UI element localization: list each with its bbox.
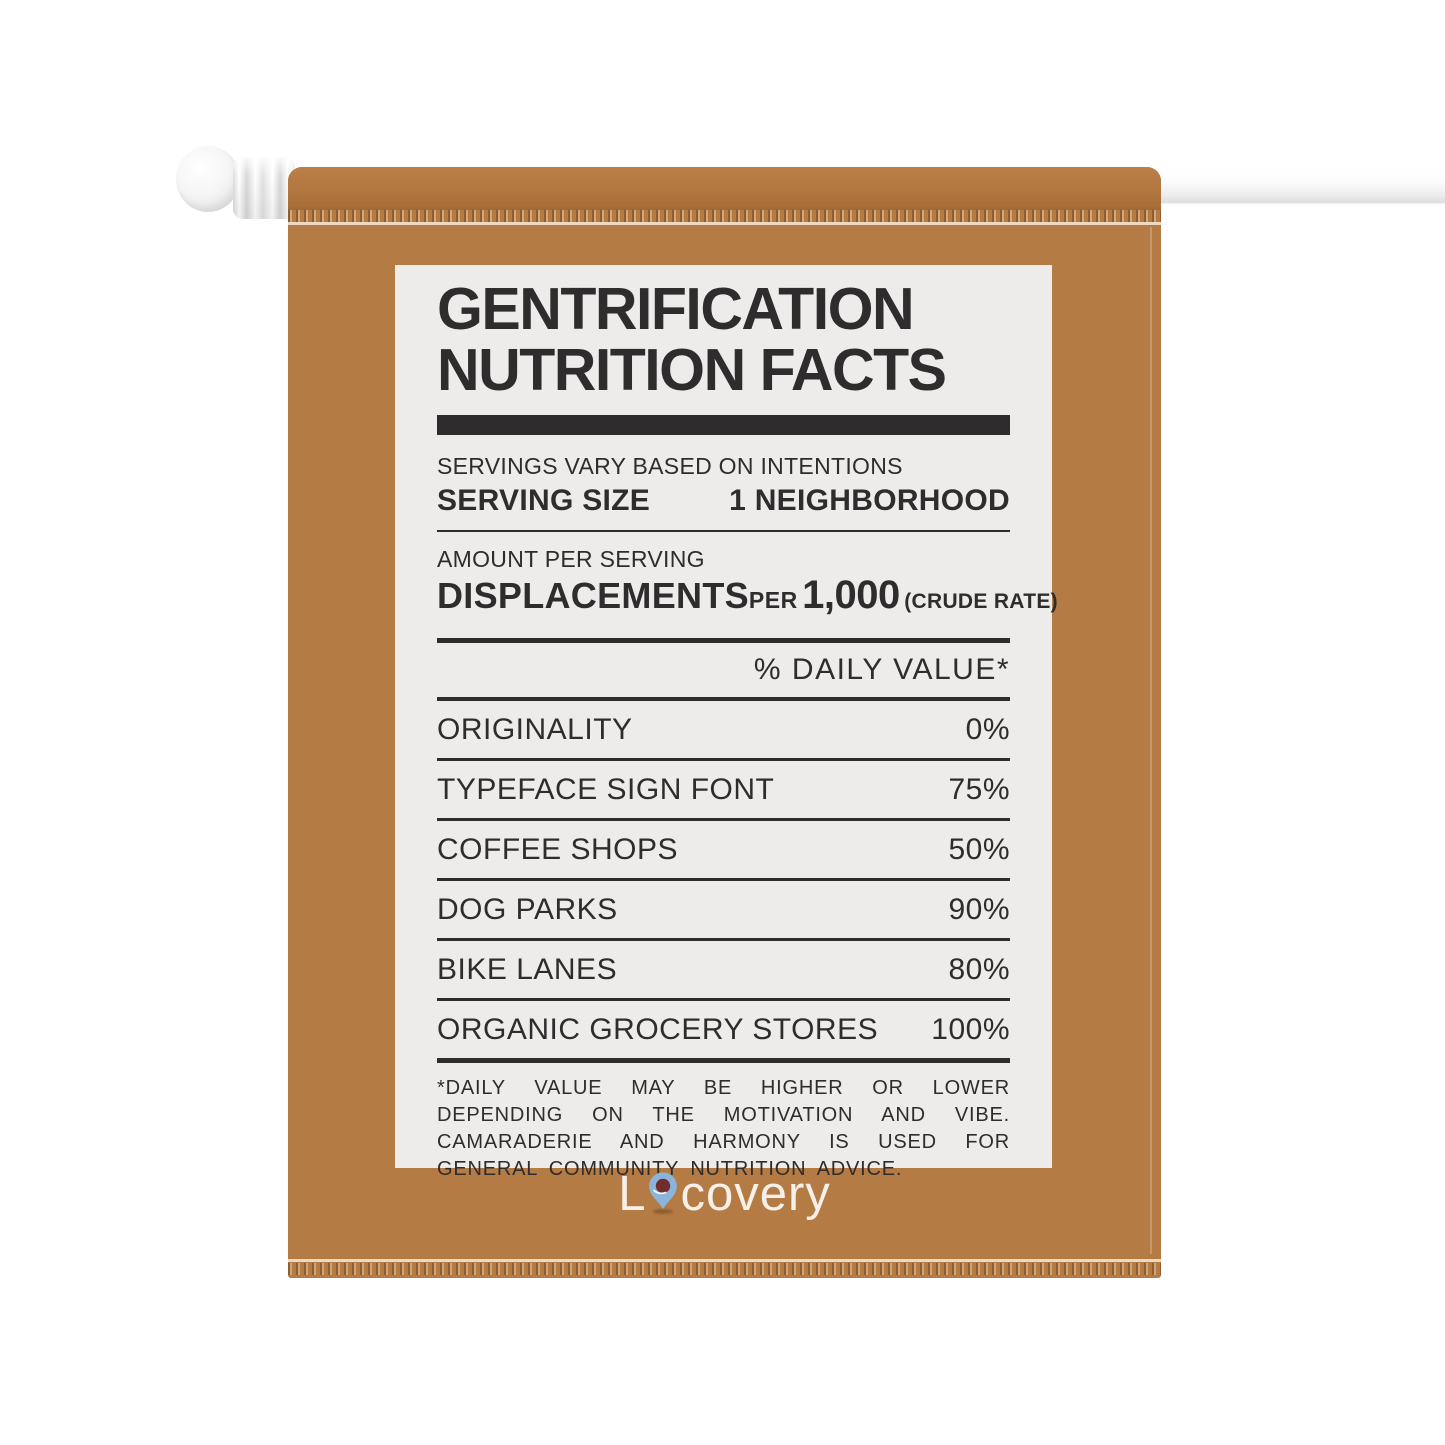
location-pin-icon	[647, 1171, 679, 1214]
nutrition-row: COFFEE SHOPS 50%	[437, 821, 1010, 881]
row-label: ORGANIC GROCERY STORES	[437, 1013, 879, 1046]
nutrition-row: TYPEFACE SIGN FONT 75%	[437, 761, 1010, 821]
daily-value-header: % DAILY VALUE*	[753, 653, 1010, 686]
nutrition-row: ORIGINALITY 0%	[437, 701, 1010, 761]
bottom-hem-seam-line	[288, 1259, 1161, 1262]
row-value: 90%	[948, 893, 1010, 926]
row-label: COFFEE SHOPS	[437, 833, 679, 866]
divider-thick	[437, 638, 1010, 643]
row-value: 75%	[948, 773, 1010, 806]
nutrition-row: BIKE LANES 80%	[437, 941, 1010, 1001]
serving-size-value: 1 NEIGHBORHOOD	[729, 484, 1010, 517]
brand-logo-suffix: covery	[680, 1167, 831, 1221]
serving-size-label: SERVING SIZE	[437, 484, 651, 517]
nutrition-row: ORGANIC GROCERY STORES 100%	[437, 1001, 1010, 1063]
row-label: TYPEFACE SIGN FONT	[437, 773, 775, 806]
flag-pole-sleeve	[288, 167, 1161, 210]
brand-logo-prefix: L	[618, 1167, 647, 1221]
title-divider-bar	[437, 415, 1010, 435]
displacements-label: DISPLACEMENTS	[437, 575, 749, 616]
label-title: GENTRIFICATION NUTRITION FACTS	[437, 279, 1010, 401]
divider-medium	[437, 697, 1010, 701]
amount-per-serving-label: AMOUNT PER SERVING	[437, 546, 705, 572]
nutrition-row: DOG PARKS 90%	[437, 881, 1010, 941]
sleeve-seam-line	[288, 222, 1161, 225]
divider-thin	[437, 530, 1010, 532]
displacements-row: DISPLACEMENTS PER 1,000 (CRUDE RATE)	[437, 573, 1058, 626]
row-value: 50%	[948, 833, 1010, 866]
row-value: 80%	[948, 953, 1010, 986]
row-label: DOG PARKS	[437, 893, 618, 926]
per-value: 1,000	[802, 573, 900, 617]
label-title-line2: NUTRITION FACTS	[437, 337, 947, 403]
row-label: BIKE LANES	[437, 953, 618, 986]
daily-value-footnote: *DAILY VALUE MAY BE HIGHER OR LOWER DEPE…	[437, 1077, 1010, 1180]
per-word: PER	[748, 587, 798, 613]
bottom-hem-stitching	[288, 1263, 1161, 1275]
row-value: 0%	[965, 713, 1010, 746]
serving-size-row: SERVING SIZE 1 NEIGHBORHOOD	[437, 484, 1010, 518]
brand-logo: L covery	[288, 1167, 1161, 1241]
label-title-line1: GENTRIFICATION	[437, 276, 915, 342]
servings-note: SERVINGS VARY BASED ON INTENTIONS	[437, 453, 903, 479]
row-value: 100%	[931, 1013, 1010, 1046]
displacements-rate: PER 1,000 (CRUDE RATE)	[749, 573, 1058, 626]
per-note: (CRUDE RATE)	[904, 590, 1058, 613]
right-hem-fold	[1150, 227, 1152, 1254]
sleeve-stitching	[288, 210, 1161, 222]
flag-pole-collar	[233, 157, 295, 219]
pin-shadow	[653, 1209, 674, 1214]
nutrition-facts-label: GENTRIFICATION NUTRITION FACTS SERVINGS …	[395, 265, 1058, 1180]
garden-flag: GENTRIFICATION NUTRITION FACTS SERVINGS …	[288, 167, 1161, 1278]
flag-pole-finial	[176, 146, 240, 212]
row-label: ORIGINALITY	[437, 713, 633, 746]
